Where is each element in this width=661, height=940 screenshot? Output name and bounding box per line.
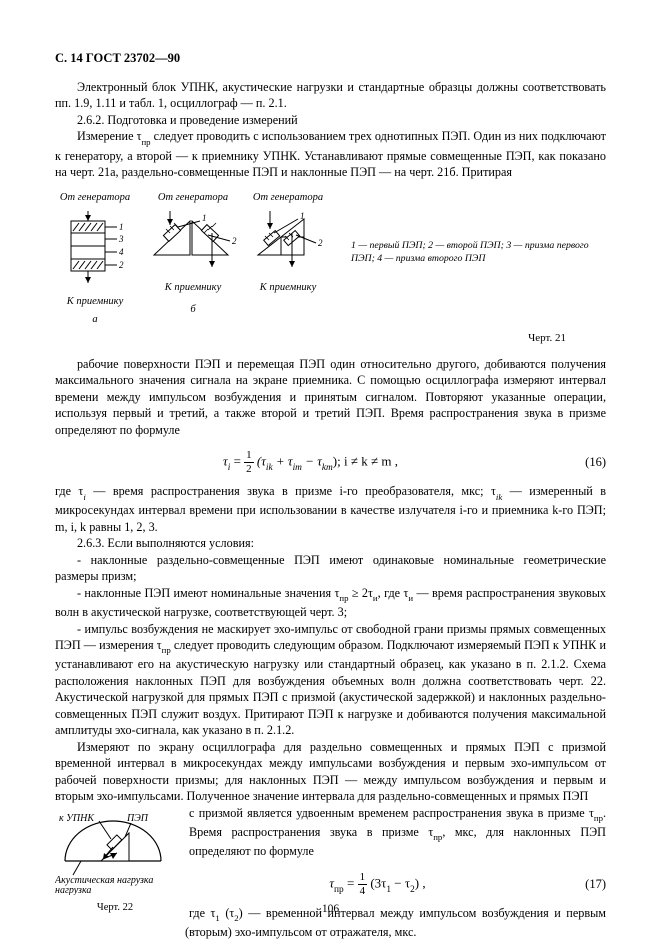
formula-16-body: τi = 12 (τik + τim − τkm); i ≠ k ≠ m , [55,450,566,475]
fig21-a-top: От генератора [60,191,130,205]
fig21-b: От генератора 1 2 К приемнику [143,191,243,318]
fig21-legend: 1 — первый ПЭП; 2 — второй ПЭП; 3 — приз… [351,239,606,265]
fig21-b-top: От генератора [158,191,228,205]
svg-text:2: 2 [232,236,237,246]
fig21-a-letter: а [92,313,97,327]
formula-17: τпр = 14 (3τ1 − τ2) , (17) [189,872,606,897]
fig21-c-bottom: К приемнику [260,281,316,295]
p3-sub: пр [141,137,150,147]
formula-17-num: (17) [566,876,606,893]
svg-text:2: 2 [318,238,323,248]
svg-text:нагрузка: нагрузка [55,885,91,895]
page-header: С. 14 ГОСТ 23702—90 [55,50,606,67]
fig21-a: От генератора 1 3 4 [55,191,135,328]
p3a: Измерение τ [77,129,142,143]
fig21-b-svg: 1 2 [148,205,238,285]
svg-text:1: 1 [119,222,124,232]
svg-text:4: 4 [119,247,124,257]
para-4: рабочие поверхности ПЭП и перемещая ПЭП … [55,356,606,438]
fig21-a-bottom: К приемнику [67,295,123,309]
para-5: где τi — время распространения звука в п… [55,483,606,535]
svg-text:1: 1 [202,213,207,223]
fig21-caption: Черт. 21 [55,331,566,346]
para-1: Электронный блок УПНК, акустические нагр… [55,79,606,112]
fig22-svg: к УПНК ПЭП Акустическая нагрузка нагрузк… [55,809,173,895]
para-9: - импульс возбуждения не маскирует эхо-и… [55,621,606,739]
page-number: 106 [0,902,661,918]
fig21-c: От генератора 1 2 К прием [243,191,333,295]
fig21-c-top: От генератора [253,191,323,205]
para-7: - наклонные раздельно-совмещенные ПЭП им… [55,552,606,585]
fig21-a-svg: 1 3 4 2 [63,205,127,295]
fig21-legend-block: 1 — первый ПЭП; 2 — второй ПЭП; 3 — приз… [333,191,606,265]
fig21-b-bottom: К приемнику [165,281,221,295]
page: С. 14 ГОСТ 23702—90 Электронный блок УПН… [0,0,661,936]
para-3: Измерение τпр следует проводить с исполь… [55,128,606,180]
fig21-c-svg: 1 2 [248,205,328,285]
svg-text:ПЭП: ПЭП [126,813,149,824]
figure-21: От генератора 1 3 4 [55,191,606,328]
formula-16: τi = 12 (τik + τim − τkm); i ≠ k ≠ m , (… [55,450,606,475]
para-2: 2.6.2. Подготовка и проведение измерений [55,112,606,128]
svg-text:3: 3 [118,234,124,244]
formula-17-body: τпр = 14 (3τ1 − τ2) , [189,872,566,897]
para-10a: Измеряют по экрану осциллографа для разд… [55,739,606,805]
para-6: 2.6.3. Если выполняются условия: [55,535,606,551]
fig21-b-letter: б [190,303,195,317]
para-8: - наклонные ПЭП имеют номинальные значен… [55,585,606,621]
svg-text:2: 2 [119,260,124,270]
svg-text:к УПНК: к УПНК [59,813,95,824]
figure-22: к УПНК ПЭП Акустическая нагрузка нагрузк… [55,809,175,916]
svg-text:1: 1 [300,211,305,221]
formula-16-num: (16) [566,454,606,471]
